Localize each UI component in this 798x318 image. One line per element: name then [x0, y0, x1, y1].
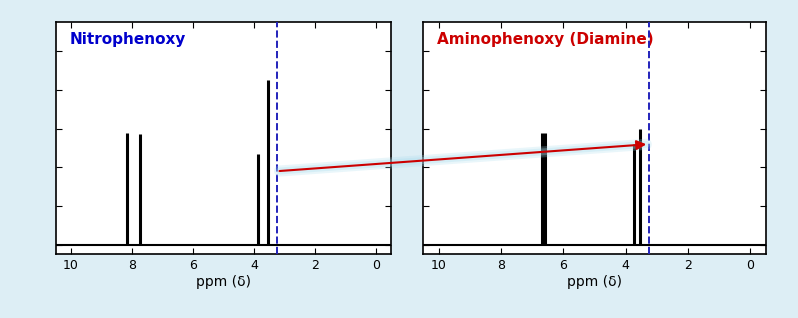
Text: Aminophenoxy (Diamine): Aminophenoxy (Diamine): [437, 31, 654, 46]
Text: Nitrophenoxy: Nitrophenoxy: [69, 31, 186, 46]
X-axis label: ppm (δ): ppm (δ): [567, 275, 622, 289]
X-axis label: ppm (δ): ppm (δ): [196, 275, 251, 289]
